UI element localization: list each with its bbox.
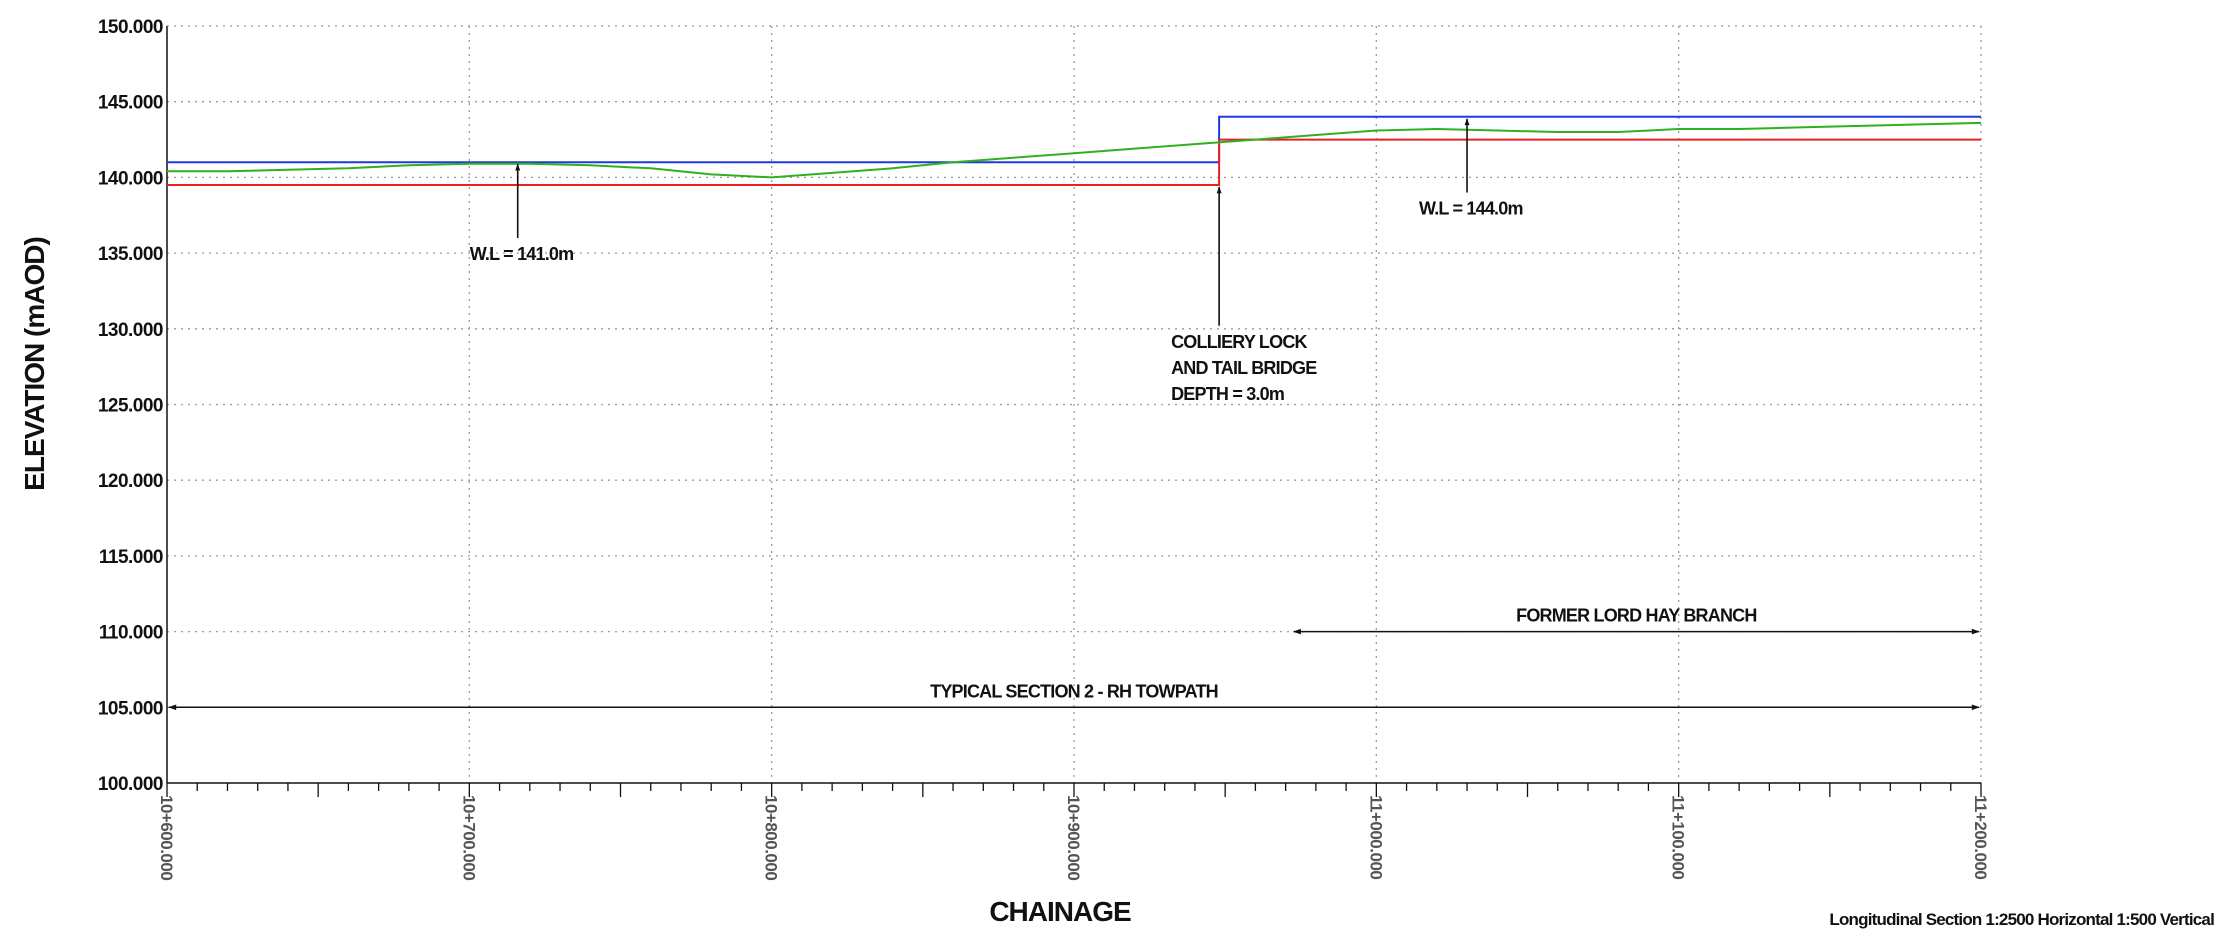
- spans-group: FORMER LORD HAY BRANCH TYPICAL SECTION 2 …: [168, 606, 1980, 711]
- y-tick-label: 120.000: [98, 471, 163, 492]
- x-tick-label: 11+100.000: [1669, 795, 1688, 879]
- span-label-former-lord-hay: FORMER LORD HAY BRANCH: [1516, 606, 1756, 626]
- annotation-text-wl1: W.L = 141.0m: [470, 244, 574, 264]
- grid: [167, 25, 1982, 783]
- y-tick-label: 135.000: [98, 244, 163, 265]
- y-tick-label: 125.000: [98, 396, 163, 417]
- x-tick-label: 11+000.000: [1366, 795, 1385, 879]
- series-line-2: [167, 121, 1982, 179]
- annotation-text-lock: AND TAIL BRIDGE: [1171, 358, 1317, 378]
- series-group: [167, 115, 1982, 186]
- annotations-group: W.L = 141.0m COLLIERY LOCK AND TAIL BRIDGE…: [470, 118, 1523, 404]
- annotation-text-lock: DEPTH = 3.0m: [1171, 384, 1284, 404]
- x-tick-label: 10+800.000: [762, 795, 781, 880]
- y-tick-label: 140.000: [98, 168, 163, 189]
- y-tick-label: 150.000: [98, 17, 163, 38]
- series-line-1: [167, 138, 1981, 186]
- axes: 100.000 105.000 110.000 115.000 120.000 125.0…: [98, 17, 1990, 880]
- y-tick-label: 100.000: [98, 774, 163, 795]
- x-axis-title: CHAINAGE: [989, 896, 1131, 927]
- x-tick-label: 10+900.000: [1064, 795, 1083, 880]
- annotation-text-wl2: W.L = 144.0m: [1419, 199, 1523, 219]
- y-tick-label: 115.000: [99, 547, 163, 568]
- annotation-text-lock: COLLIERY LOCK: [1171, 332, 1307, 352]
- y-tick-label: 130.000: [98, 320, 163, 341]
- span-label-typical-section: TYPICAL SECTION 2 - RH TOWPATH: [930, 681, 1218, 701]
- scale-note: Longitudinal Section 1:2500 Horizontal 1…: [1829, 910, 2214, 929]
- x-tick-label: 10+600.000: [157, 795, 176, 880]
- x-tick-label: 10+700.000: [459, 795, 478, 880]
- y-tick-label: 145.000: [98, 93, 163, 114]
- y-axis-title: ELEVATION (mAOD): [19, 237, 50, 491]
- x-tick-label: 11+200.000: [1971, 795, 1990, 879]
- y-tick-label: 105.000: [98, 698, 163, 719]
- y-tick-label: 110.000: [99, 623, 163, 644]
